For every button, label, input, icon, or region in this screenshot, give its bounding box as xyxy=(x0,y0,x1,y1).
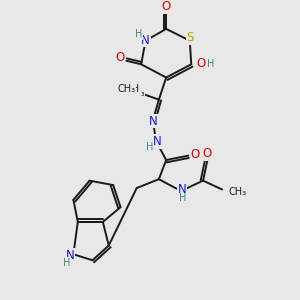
Text: N: N xyxy=(178,183,187,196)
Text: S: S xyxy=(187,31,194,44)
Text: CH₃: CH₃ xyxy=(117,84,135,94)
Text: H: H xyxy=(146,142,154,152)
Text: O: O xyxy=(196,57,206,70)
Text: N: N xyxy=(153,135,162,148)
Text: N: N xyxy=(149,115,158,128)
Text: N: N xyxy=(141,34,150,46)
Text: O: O xyxy=(162,0,171,13)
Text: N: N xyxy=(66,249,75,262)
Text: H: H xyxy=(207,59,214,69)
Text: H: H xyxy=(135,29,143,39)
Text: O: O xyxy=(203,147,212,160)
Text: O: O xyxy=(115,51,124,64)
Text: H: H xyxy=(179,193,186,203)
Text: H: H xyxy=(63,258,70,268)
Text: CH: CH xyxy=(126,84,140,94)
Text: O: O xyxy=(190,148,200,160)
Text: CH₃: CH₃ xyxy=(228,187,246,197)
Text: ₃: ₃ xyxy=(141,89,144,98)
